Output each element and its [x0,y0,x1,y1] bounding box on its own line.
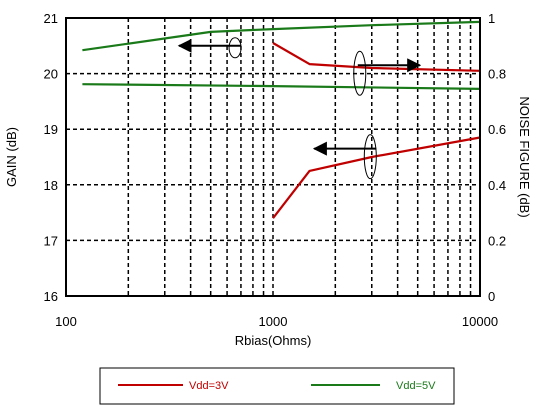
annotation-ellipse [363,134,377,180]
left-tick-label: 19 [44,122,58,137]
tick-labels: 100 1000 10000 16 17 18 19 20 21 0 0.2 0.4 0.6 0.8 1 [44,11,507,329]
series-line-0 [272,42,481,72]
series-line-2 [82,20,481,52]
left-tick-label: 21 [44,11,58,26]
series-line-1 [272,136,481,219]
legend: Vdd=3V Vdd=5V [99,367,455,405]
right-tick-label: 0.6 [488,122,506,137]
left-tick-label: 16 [44,289,58,304]
right-axis-title: NOISE FIGURE (dB) [517,96,532,217]
legend-label-vdd3: Vdd=3V [189,380,229,392]
right-tick-label: 0.8 [488,67,506,82]
plot-frame [65,17,481,297]
x-tick-label: 10000 [462,314,498,329]
x-tick-label: 1000 [259,314,288,329]
annotation-ellipse [228,37,242,59]
x-axis-title: Rbias(Ohms) [235,333,312,348]
right-tick-label: 0 [488,289,495,304]
series-line-3 [82,83,481,90]
annotation-ellipse [353,50,367,96]
right-tick-label: 1 [488,11,495,26]
legend-label-vdd5: Vdd=5V [396,380,436,392]
left-axis-title: GAIN (dB) [4,127,19,187]
series-lines [82,20,481,219]
left-tick-label: 20 [44,67,58,82]
left-tick-label: 18 [44,178,58,193]
grid-lines [66,18,480,296]
right-tick-label: 0.2 [488,233,506,248]
x-tick-label: 100 [55,314,77,329]
left-tick-label: 17 [44,233,58,248]
right-tick-label: 0.4 [488,178,506,193]
annotation-arrows [177,37,422,180]
